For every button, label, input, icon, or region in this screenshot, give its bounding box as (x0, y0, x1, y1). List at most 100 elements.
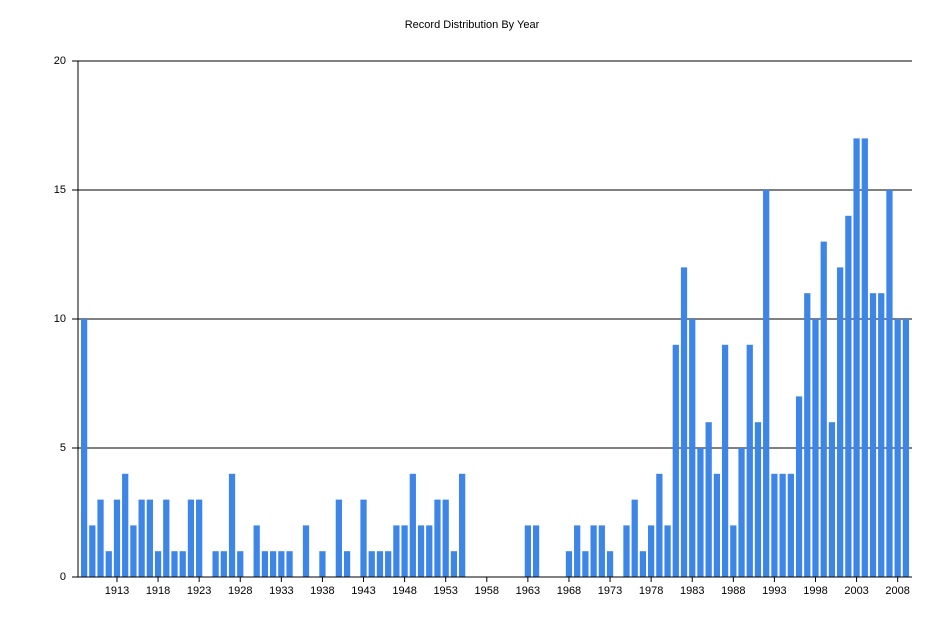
x-tick-label: 2008 (885, 585, 909, 597)
bar (442, 499, 449, 577)
bar (138, 499, 145, 577)
bar (212, 551, 219, 577)
bar (828, 422, 836, 577)
bar (179, 551, 186, 577)
bar (861, 138, 868, 577)
bar (631, 499, 638, 577)
bar (269, 551, 277, 577)
bar (278, 551, 285, 577)
bar (401, 525, 408, 577)
x-tick-label: 1923 (187, 585, 211, 597)
bar (804, 293, 811, 577)
bar (163, 499, 170, 577)
bar (409, 473, 416, 577)
bar (417, 525, 425, 577)
x-tick-label: 1928 (228, 585, 252, 597)
x-tick-label: 1993 (762, 585, 786, 597)
x-tick-label: 1988 (721, 585, 745, 597)
bar (820, 241, 827, 577)
bar (146, 499, 153, 577)
bar (360, 499, 367, 577)
bar (237, 551, 244, 577)
y-tick-label: 15 (54, 184, 66, 196)
bar (672, 344, 679, 577)
bar (606, 551, 614, 577)
bar (335, 499, 342, 577)
x-tick-label: 1943 (351, 585, 375, 597)
bar (680, 267, 688, 577)
bar (705, 422, 712, 577)
bar (746, 344, 753, 577)
bar (187, 499, 195, 577)
bar (450, 551, 458, 577)
bar (853, 138, 860, 577)
bar (113, 499, 121, 577)
bar (459, 473, 466, 577)
x-tick-label: 1938 (310, 585, 334, 597)
bar (598, 525, 605, 577)
bar (869, 293, 877, 577)
bar (393, 525, 400, 577)
bar (105, 551, 112, 577)
bar (648, 525, 655, 577)
y-tick-label: 0 (60, 571, 66, 583)
bar (565, 551, 573, 577)
y-tick-label: 10 (54, 313, 66, 325)
x-tick-label: 1953 (433, 585, 457, 597)
y-tick-label: 5 (60, 442, 66, 454)
bar (812, 319, 819, 577)
chart-title: Record Distribution By Year (405, 19, 540, 31)
bar (261, 551, 269, 577)
bar (623, 525, 630, 577)
bar (697, 448, 704, 577)
bar (878, 293, 885, 577)
x-tick-label: 1968 (557, 585, 581, 597)
bar (426, 525, 433, 577)
bar (713, 473, 721, 577)
bar (171, 551, 178, 577)
bar (902, 319, 910, 577)
bar (130, 525, 137, 577)
bar (787, 473, 794, 577)
x-tick-label: 1983 (680, 585, 704, 597)
bar (721, 344, 729, 577)
bar (154, 551, 162, 577)
bar (220, 551, 227, 577)
bar (385, 551, 392, 577)
bar (434, 499, 441, 577)
bar (532, 525, 540, 577)
bar (89, 525, 96, 577)
bar (80, 319, 88, 577)
bar (639, 551, 647, 577)
bar (771, 473, 778, 577)
bar (845, 215, 852, 578)
x-tick-label: 1918 (146, 585, 170, 597)
bar (886, 190, 893, 577)
x-tick-label: 2003 (844, 585, 868, 597)
bar (894, 319, 901, 577)
bar (738, 448, 745, 577)
y-tick-label: 20 (54, 55, 66, 67)
bar (754, 422, 762, 577)
bar (302, 525, 310, 577)
bar (574, 525, 581, 577)
bar (253, 525, 260, 577)
bar (795, 396, 803, 577)
bar (368, 551, 375, 577)
bar (656, 473, 663, 577)
bar (524, 525, 531, 577)
bar (763, 190, 770, 577)
bar (228, 473, 236, 577)
bar (97, 499, 104, 577)
bar (590, 525, 597, 577)
bar (582, 551, 589, 577)
x-tick-label: 1958 (475, 585, 499, 597)
x-tick-label: 1963 (516, 585, 540, 597)
bar (664, 525, 671, 577)
x-tick-label: 1913 (105, 585, 129, 597)
bar (837, 267, 844, 577)
bar (122, 473, 129, 577)
bar (689, 319, 696, 577)
bar (343, 551, 351, 577)
bar (286, 551, 293, 577)
